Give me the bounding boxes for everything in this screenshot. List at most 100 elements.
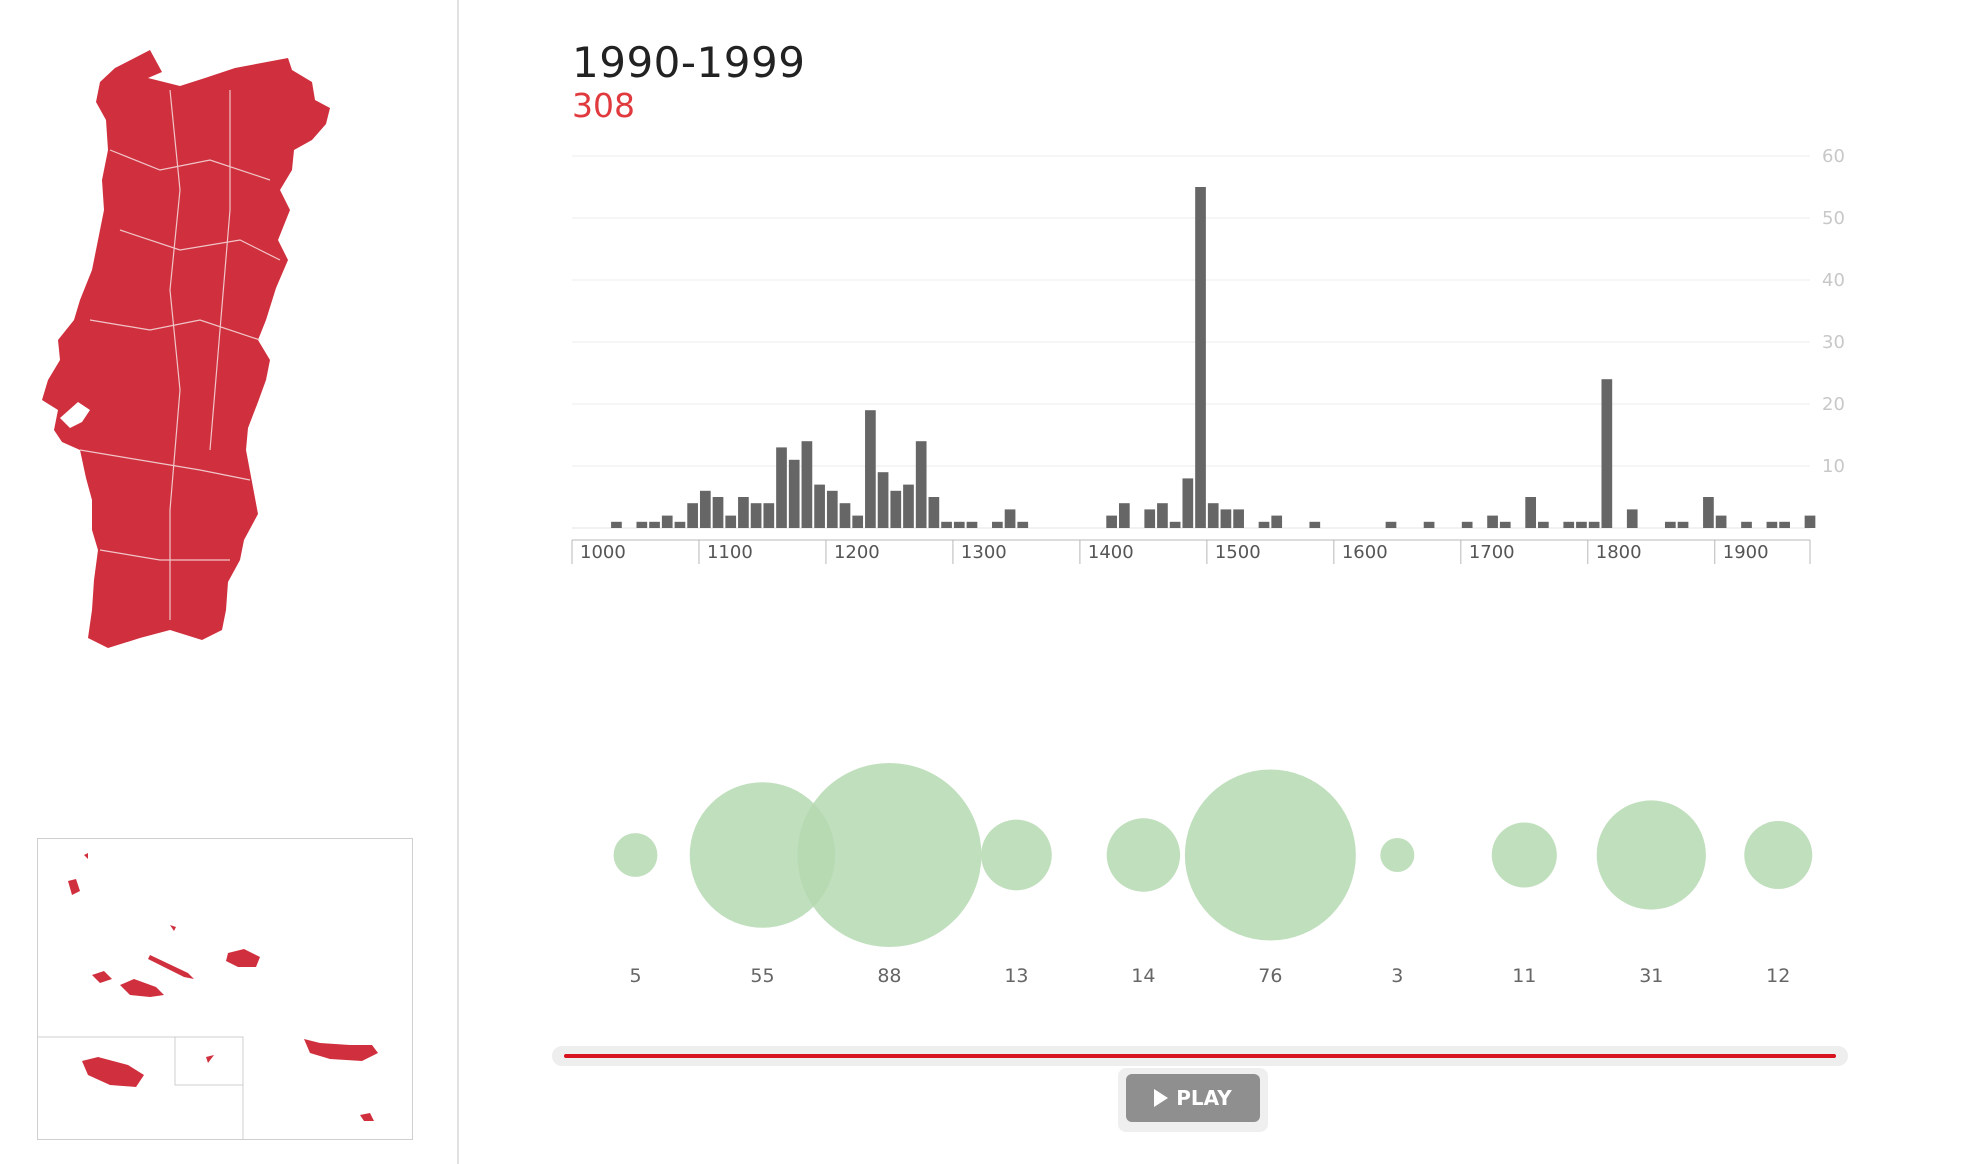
histogram-bar	[1233, 509, 1244, 528]
century-bubble	[1744, 821, 1813, 889]
bubble-count-label: 5	[629, 965, 641, 987]
bubble-count-label: 11	[1512, 965, 1536, 987]
histogram-bar	[1461, 521, 1473, 528]
histogram-bar	[1157, 503, 1168, 528]
y-tick-label: 40	[1822, 270, 1845, 291]
period-total: 308	[572, 86, 635, 125]
histogram-bar	[1601, 379, 1613, 528]
islands-inset-svg	[38, 853, 378, 1139]
map-panel	[0, 0, 458, 1164]
histogram-bar	[966, 521, 978, 528]
histogram-bar	[1169, 521, 1181, 528]
histogram-bar	[1385, 521, 1397, 528]
mainland-portugal-map[interactable]	[30, 30, 420, 810]
histogram-bar	[1195, 187, 1206, 528]
histogram-bar	[1309, 521, 1321, 528]
histogram-bar	[1118, 503, 1130, 528]
y-tick-label: 30	[1822, 332, 1845, 353]
histogram-chart: 10 20 30 40 50 60 1000 1100 1200 1300 1400 1500 1600…	[560, 140, 1940, 730]
histogram-bar	[877, 472, 889, 528]
histogram-bar	[1804, 515, 1816, 528]
x-tick-label: 1400	[1088, 542, 1134, 563]
histogram-bar	[1538, 521, 1549, 528]
histogram-bar	[750, 503, 762, 528]
bubble-count-label: 12	[1766, 965, 1790, 987]
histogram-bar	[1677, 521, 1689, 528]
histogram-bar	[699, 490, 711, 528]
histogram-bar	[1220, 509, 1232, 528]
histogram-bar	[661, 515, 673, 528]
district-borders	[79, 89, 281, 620]
histogram-bar	[839, 503, 851, 528]
histogram-bar	[788, 459, 800, 528]
histogram-bar	[1576, 521, 1587, 528]
histogram-bar	[1017, 521, 1029, 528]
histogram-bar	[1271, 515, 1283, 528]
azores-islands[interactable]	[68, 853, 260, 997]
play-button-label: PLAY	[1176, 1086, 1232, 1110]
century-bubbles: 5 55 88 13 14 76 3 11 31 12	[560, 750, 1940, 1000]
histogram-svg: 10 20 30 40 50 60 1000 1100 1200 1300 1400 1500 1600…	[571, 146, 1845, 564]
histogram-bar	[826, 490, 838, 528]
histogram-bar	[1588, 521, 1600, 528]
century-bubble	[689, 782, 836, 928]
histogram-bar	[903, 484, 914, 528]
histogram-bar	[801, 441, 813, 528]
x-tick-label: 1800	[1596, 542, 1642, 563]
histogram-bar	[649, 521, 660, 528]
histogram-bar	[611, 521, 622, 528]
histogram-bar	[1423, 521, 1435, 528]
histogram-bar	[865, 410, 876, 528]
timeline-slider[interactable]	[552, 1046, 1848, 1066]
y-tick-label: 50	[1822, 208, 1845, 229]
y-tick-label: 10	[1822, 456, 1845, 477]
histogram-bar	[1106, 515, 1117, 528]
bubble-count-label: 55	[750, 965, 774, 987]
bubble-count-label: 14	[1131, 965, 1155, 987]
histogram-bar	[928, 497, 940, 528]
histogram-bar	[776, 447, 787, 528]
century-bubble	[981, 819, 1052, 891]
histogram-bar	[992, 521, 1003, 528]
madeira-islands[interactable]	[82, 1039, 378, 1121]
histogram-bar	[1766, 521, 1778, 528]
century-bubble	[1596, 800, 1706, 910]
histogram-bar	[1741, 521, 1752, 528]
histogram-bar	[1563, 521, 1575, 528]
histogram-bar	[1779, 521, 1790, 528]
x-tick-label: 1900	[1723, 542, 1769, 563]
histogram-bar	[687, 503, 698, 528]
x-tick-label: 1200	[834, 542, 880, 563]
histogram-bar	[1525, 497, 1537, 528]
period-title: 1990-1999	[572, 38, 806, 87]
century-bubble	[1106, 818, 1181, 892]
histogram-bar	[636, 521, 648, 528]
histogram-bar	[915, 441, 927, 528]
play-icon	[1154, 1089, 1169, 1107]
islands-inset-map	[37, 838, 413, 1140]
histogram-bar	[1182, 478, 1194, 528]
century-bubble	[1184, 769, 1356, 941]
x-tick-label: 1000	[580, 542, 626, 563]
y-tick-label: 20	[1822, 394, 1845, 415]
histogram-bar	[1004, 509, 1016, 528]
tagus-estuary	[60, 402, 90, 428]
x-tick-label: 1100	[707, 542, 753, 563]
play-control: PLAY	[1118, 1068, 1268, 1132]
x-tick-label: 1500	[1215, 542, 1261, 563]
histogram-bar	[852, 515, 864, 528]
histogram-bar	[1144, 509, 1156, 528]
play-button[interactable]: PLAY	[1126, 1074, 1260, 1122]
bubble-count-label: 13	[1004, 965, 1028, 987]
histogram-bar	[1664, 521, 1676, 528]
histogram-bar	[1703, 497, 1714, 528]
mainland-shape[interactable]	[42, 50, 330, 648]
histogram-bar	[1499, 521, 1511, 528]
x-tick-label: 1300	[961, 542, 1007, 563]
century-bubble	[613, 833, 658, 877]
histogram-bar	[712, 497, 724, 528]
histogram-bar	[1207, 503, 1219, 528]
century-bubble	[1380, 838, 1415, 872]
bubbles-svg: 5 55 88 13 14 76 3 11 31 12	[613, 763, 1813, 987]
bubble-count-label: 31	[1639, 965, 1663, 987]
